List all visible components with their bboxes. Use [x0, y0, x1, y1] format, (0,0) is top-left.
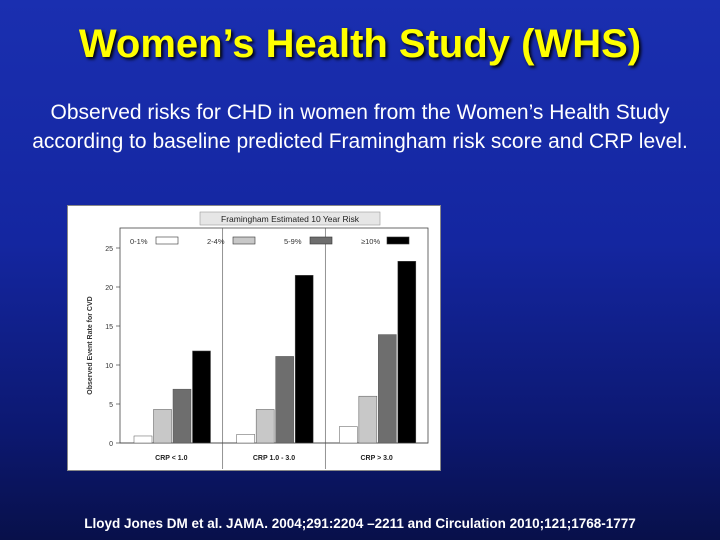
- x-category-label-2: CRP 1.0 - 3.0: [253, 455, 295, 462]
- legend-label-2: 2-4%: [207, 237, 225, 246]
- legend-swatch-4: [386, 236, 410, 245]
- bar-chart: Framingham Estimated 10 Year Risk 0-1% 2-4…: [87, 211, 429, 469]
- bar-1-4: [192, 350, 211, 444]
- chart-title-band: [199, 211, 381, 226]
- slide-title: Women’s Health Study (WHS): [78, 22, 642, 66]
- y-tick-label: 5: [109, 402, 113, 409]
- x-category-label-1: CRP < 1.0: [155, 455, 187, 462]
- legend-label-3: 5-9%: [284, 237, 302, 246]
- y-tick-label: 25: [105, 246, 113, 253]
- bar-3-4: [397, 261, 417, 444]
- slide-subtitle: Observed risks for CHD in women from the…: [32, 101, 688, 153]
- citation: Lloyd Jones DM et al. JAMA. 2004;291:220…: [84, 516, 636, 531]
- x-category-label-3: CRP > 3.0: [360, 455, 392, 462]
- bar-3-2: [358, 395, 378, 444]
- y-tick-label: 10: [105, 363, 113, 370]
- chart-title: Framingham Estimated 10 Year Risk: [221, 214, 360, 224]
- bar-1-3: [172, 388, 192, 444]
- bar-1-2: [153, 409, 172, 444]
- y-axis-label: Observed Event Rate for CVD: [87, 296, 94, 394]
- y-tick-label: 0: [109, 441, 113, 448]
- y-tick-label: 20: [105, 285, 113, 292]
- bar-3-1: [339, 426, 358, 444]
- bar-2-3: [275, 356, 294, 444]
- legend-swatch-1: [155, 236, 179, 245]
- legend-swatch-3: [309, 236, 333, 245]
- bar-1-1: [133, 435, 153, 444]
- y-tick-label: 15: [105, 324, 113, 331]
- bar-2-2: [255, 409, 275, 444]
- chart-panel: Framingham Estimated 10 Year Risk 0-1% 2-4…: [67, 205, 441, 471]
- legend-label-1: 0-1%: [130, 237, 148, 246]
- bar-2-1: [236, 434, 255, 444]
- bar-2-4: [294, 275, 314, 444]
- legend-swatch-2: [232, 236, 256, 245]
- bar-3-3: [378, 334, 397, 444]
- legend-label-4: ≥10%: [361, 237, 380, 246]
